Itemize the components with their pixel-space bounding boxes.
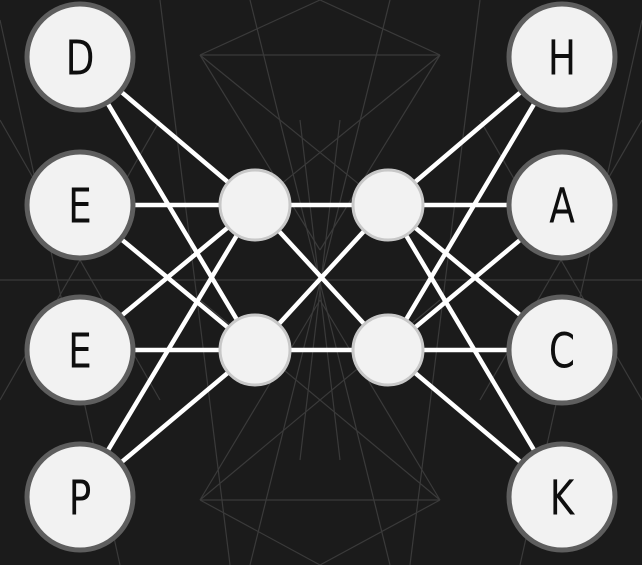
edge-in-3-h1-0 — [77, 202, 258, 500]
node-layer: D E E P H A C K — [24, 1, 618, 553]
output-node-out-2: C — [506, 294, 618, 406]
input-node-label: E — [68, 179, 92, 235]
pattern-line — [319, 299, 441, 501]
hidden-node-h2-0 — [351, 168, 425, 242]
input-node-label: D — [66, 31, 95, 87]
pattern-line — [409, 0, 481, 565]
pattern-line — [319, 0, 441, 56]
input-node-circle — [24, 441, 136, 553]
output-node-label: H — [548, 31, 576, 87]
input-node-circle — [24, 149, 136, 261]
hidden-node-circle — [218, 168, 292, 242]
input-node-label: E — [68, 324, 92, 380]
hidden-node-circle — [351, 313, 425, 387]
pattern-line — [199, 54, 321, 251]
output-node-label: C — [549, 324, 575, 380]
output-node-circle — [506, 441, 618, 553]
output-node-circle — [506, 1, 618, 113]
edge-layer — [77, 54, 565, 500]
input-node-circle — [24, 1, 136, 113]
input-node-in-3: P — [24, 441, 136, 553]
output-node-label: K — [550, 471, 576, 527]
hidden-node-circle — [218, 313, 292, 387]
output-node-out-0: H — [506, 1, 618, 113]
edge-h2-1-out-0 — [385, 54, 565, 353]
pattern-line — [319, 54, 441, 251]
output-node-label: A — [549, 179, 575, 235]
output-node-out-3: K — [506, 441, 618, 553]
pattern-line — [199, 499, 321, 565]
output-node-out-1: A — [506, 149, 618, 261]
pattern-line — [249, 0, 391, 565]
pattern-line — [159, 0, 231, 565]
output-node-circle — [506, 294, 618, 406]
hidden-node-circle — [351, 168, 425, 242]
pattern-line — [319, 499, 441, 565]
hidden-node-h2-1 — [351, 313, 425, 387]
input-node-label: P — [69, 471, 92, 527]
input-node-in-2: E — [24, 294, 136, 406]
pattern-line — [199, 0, 321, 56]
input-node-in-1: E — [24, 149, 136, 261]
pattern-line — [299, 119, 341, 461]
input-node-circle — [24, 294, 136, 406]
hidden-node-h1-1 — [218, 313, 292, 387]
pattern-line — [199, 299, 321, 501]
output-node-circle — [506, 149, 618, 261]
hidden-node-h1-0 — [218, 168, 292, 242]
input-node-in-0: D — [24, 1, 136, 113]
